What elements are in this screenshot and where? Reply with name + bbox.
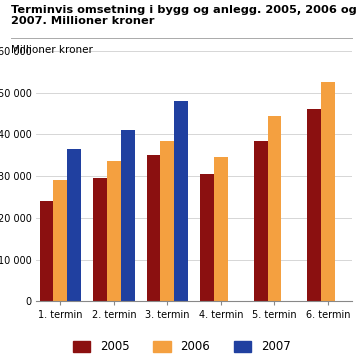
Legend: 2005, 2006, 2007: 2005, 2006, 2007 (73, 340, 290, 354)
Bar (214, 157, 228, 301)
Bar (174, 101, 188, 301)
Bar (147, 155, 160, 301)
Bar (254, 140, 268, 301)
Bar (321, 82, 335, 301)
Text: Millioner kroner: Millioner kroner (11, 45, 93, 56)
Bar (107, 162, 121, 301)
Bar (160, 140, 174, 301)
Text: Terminvis omsetning i bygg og anlegg. 2005, 2006 og: Terminvis omsetning i bygg og anlegg. 20… (11, 5, 356, 16)
Bar (53, 180, 68, 301)
Bar (93, 178, 107, 301)
Bar (307, 109, 321, 301)
Bar (200, 174, 214, 301)
Bar (268, 115, 281, 301)
Bar (40, 201, 53, 301)
Bar (68, 149, 81, 301)
Bar (121, 130, 135, 301)
Text: 2007. Millioner kroner: 2007. Millioner kroner (11, 16, 154, 26)
